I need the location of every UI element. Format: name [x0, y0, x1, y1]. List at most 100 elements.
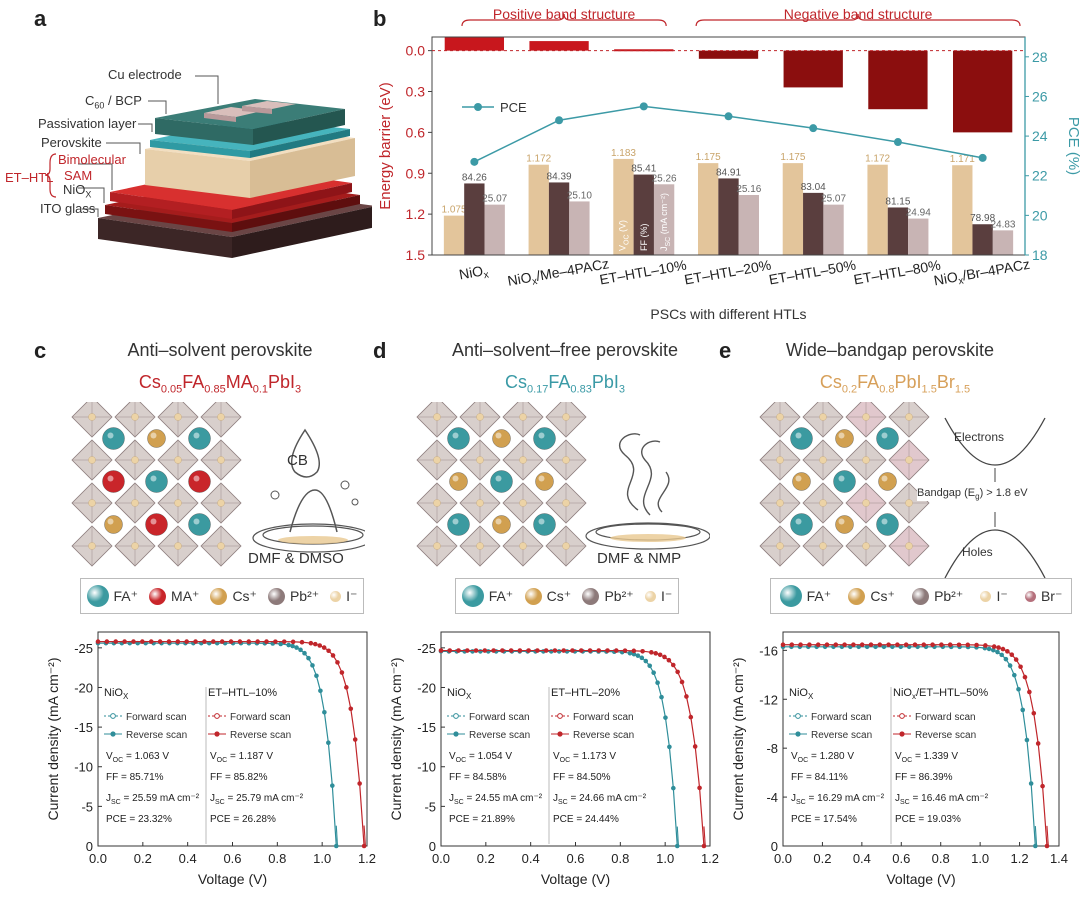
a-site-cation-icon [533, 427, 556, 450]
positive-band-bracket [461, 13, 667, 27]
formula-element: FA [182, 372, 205, 392]
cation-highlight [881, 518, 888, 525]
y2-tick-label: 24 [1032, 128, 1048, 144]
voc-label: 1.075 [442, 205, 467, 216]
jv-stat-line: PCE = 17.54% [791, 814, 857, 825]
positive-band-label: Positive band structure [493, 6, 636, 22]
halide-atom-icon [433, 413, 441, 421]
forward-scan-label: Forward scan [573, 712, 634, 723]
jv-point [921, 642, 927, 648]
jv-point [873, 644, 878, 650]
jv-point [286, 642, 291, 648]
cation-highlight [838, 518, 845, 525]
jv-point [264, 639, 269, 644]
text-tail: = 1.339 V [912, 751, 958, 762]
cation-highlight [795, 475, 802, 482]
jv-point [631, 648, 637, 654]
sam-front [110, 192, 232, 219]
forward-scan-label: Forward scan [230, 712, 291, 723]
jv-point [657, 652, 663, 658]
forward-scan-marker [214, 713, 220, 719]
jv-point [447, 648, 453, 653]
text-main: V [106, 751, 113, 762]
voc-label: 1.175 [696, 152, 721, 163]
label-holes: Holes [962, 545, 993, 559]
formula-element: Cs [504, 372, 527, 392]
text-sub: OC [113, 757, 124, 764]
text-sub: SC [665, 237, 672, 247]
jv-point [856, 644, 862, 650]
jv-point [974, 642, 979, 648]
y-tick-label: -5 [81, 799, 93, 814]
label-dmf-nmp: DMF & NMP [597, 550, 682, 567]
a-site-cation-icon [490, 470, 513, 493]
crystal-lattice-c [71, 402, 242, 567]
a-site-cation-icon [492, 429, 511, 448]
cation-highlight [538, 518, 545, 525]
jv-point [326, 740, 331, 746]
reverse-scan-marker [214, 731, 220, 737]
jv-point [635, 653, 641, 658]
jv-tail [703, 826, 706, 847]
x-axis-label: PSCs with different HTLs [650, 306, 806, 322]
jv-stat-line: VOC = 1.280 V [791, 751, 854, 764]
jv-point [339, 670, 345, 675]
text-main: NiO [458, 263, 485, 283]
jv-point [903, 642, 909, 648]
label-niox-main: NiO [63, 182, 86, 197]
halide-atom-icon [862, 456, 870, 464]
cation-highlight [838, 475, 845, 482]
cation-highlight [495, 432, 502, 439]
jv-legend-header-left: NiOX [104, 687, 129, 701]
text-main: V [210, 751, 217, 762]
text-main: J [895, 793, 900, 804]
jv-stat-line: PCE = 21.89% [449, 814, 515, 825]
formula-subscript: 0.8 [879, 383, 895, 396]
leader-niox [78, 187, 105, 203]
jv-point [326, 648, 331, 654]
x-tick-label: 1.2 [358, 851, 376, 866]
jv-point [508, 648, 514, 653]
band-diagram [944, 417, 1046, 579]
jv-point [184, 639, 189, 644]
y-tick-label: -10 [74, 760, 93, 775]
halide-atom-icon [174, 456, 182, 464]
cation-highlight [538, 475, 545, 482]
jv-point [131, 639, 136, 644]
pce-point [555, 116, 564, 125]
title-anti-solvent: Anti–solvent perovskite [127, 340, 313, 360]
jv-point [478, 649, 483, 654]
cation-highlight [881, 432, 888, 439]
jv-point [237, 639, 243, 644]
jsc-bar [484, 204, 505, 255]
text-sub: OC [902, 757, 913, 764]
leader-sam [78, 163, 113, 190]
jv-point [314, 673, 319, 679]
panel-letter-c: c [34, 338, 47, 363]
formula-anti-solvent-free: Cs0.17FA0.83PbI3 [440, 372, 690, 396]
jv-point [655, 680, 660, 686]
ion-legend-item: MA⁺ [149, 587, 199, 605]
reverse-scan-label: Reverse scan [811, 730, 872, 741]
y-axis-label: Current density (mA cm⁻²) [45, 658, 61, 821]
text-main: J [553, 793, 558, 804]
x-axis-label: Voltage (V) [541, 871, 610, 887]
pce-point [893, 138, 902, 147]
c60-top [155, 99, 345, 129]
jv-point [1012, 672, 1017, 678]
a-site-cation-icon [835, 429, 854, 448]
jv-point [273, 639, 278, 644]
cation-highlight [107, 518, 114, 525]
jv-point [898, 644, 904, 650]
text-tail: (mA cm⁻²) [659, 193, 669, 237]
forward-scan-label: Forward scan [811, 712, 872, 723]
a-site-cation-icon [447, 513, 470, 536]
voc-label: 1.175 [780, 152, 805, 163]
formula-element: PbI [591, 372, 619, 392]
text-main: J [791, 793, 796, 804]
text-main: NiO [789, 687, 808, 699]
ion-sphere-icon [779, 585, 802, 607]
title-wide-bandgap: Wide–bandgap perovskite [785, 340, 995, 360]
jv-stat-line: FF = 84.11% [791, 772, 848, 783]
ion-sphere-icon [582, 587, 600, 605]
